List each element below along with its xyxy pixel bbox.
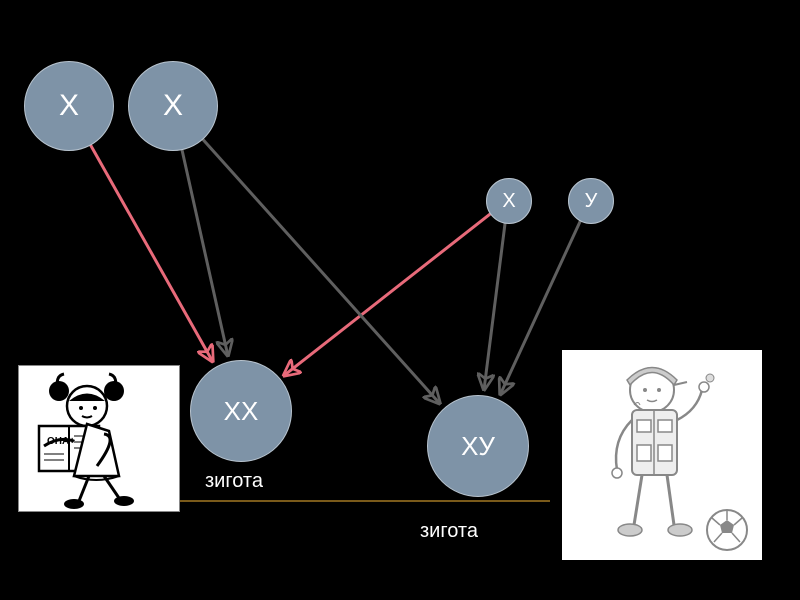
label-mama: Мама (100, 12, 163, 40)
illustration-boy (562, 350, 762, 560)
node-papa-x: Х (486, 178, 532, 224)
illustration-girl: ОНА+ (18, 365, 180, 512)
label-zygote-1: зигота (205, 470, 263, 493)
node-zygote-xx: ХХ (190, 360, 292, 462)
label-zygote-2: зигота (420, 520, 478, 543)
node-mama-x2: Х (128, 61, 218, 151)
node-mama-x1: Х (24, 61, 114, 151)
label-papa: Папа (505, 12, 562, 40)
node-papa-y: У (568, 178, 614, 224)
node-zygote-xy: ХУ (427, 395, 529, 497)
baseline (170, 500, 550, 502)
